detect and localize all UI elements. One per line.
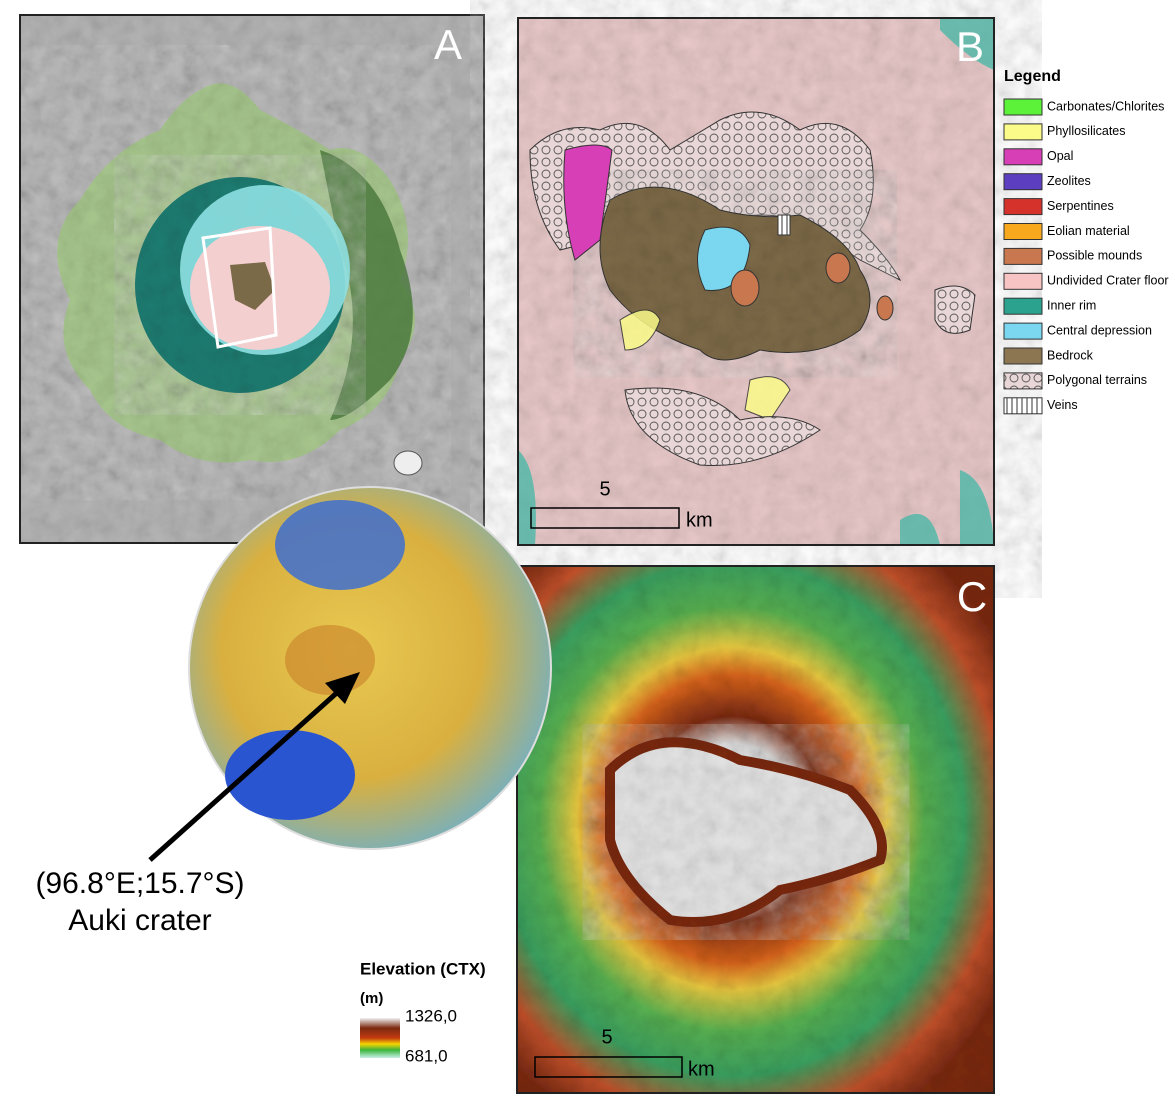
legend-label: Zeolites [1047, 174, 1091, 188]
panel-c [517, 566, 994, 1093]
legend-label: Opal [1047, 149, 1073, 163]
legend-label: Eolian material [1047, 224, 1130, 238]
legend-swatch [1003, 173, 1043, 191]
legend-label: Phyllosilicates [1047, 124, 1126, 138]
panel-label: B [956, 23, 984, 70]
legend-swatch [1003, 148, 1043, 166]
legend-label: Bedrock [1047, 348, 1094, 362]
legend-title: Legend [1004, 68, 1061, 85]
crater-name: Auki crater [68, 904, 211, 937]
legend-label: Serpentines [1047, 199, 1114, 213]
elevation-min: 681,0 [405, 1046, 448, 1065]
panel-a [20, 15, 484, 543]
legend-label: Possible mounds [1047, 249, 1142, 263]
panel-label: A [434, 21, 462, 68]
scale-unit: km [688, 1058, 715, 1080]
elevation-max: 1326,0 [405, 1006, 457, 1025]
elevation-unit: (m) [360, 990, 383, 1007]
globe [148, 486, 552, 862]
panel-b-frame [517, 17, 995, 546]
legend-label: Polygonal terrains [1047, 373, 1147, 387]
legend-label: Inner rim [1047, 298, 1096, 312]
legend-label: Undivided Crater floor [1047, 274, 1169, 288]
legend-swatch [1003, 198, 1043, 216]
legend-swatch [1003, 372, 1043, 390]
legend-swatch [1003, 223, 1043, 240]
legend-swatch [1003, 98, 1043, 116]
legend-swatch [1003, 397, 1043, 415]
legend-swatch [1003, 347, 1043, 365]
legend-label: Central depression [1047, 323, 1152, 337]
scale-value: 5 [601, 1026, 612, 1048]
panel-label: C [957, 573, 987, 620]
legend-swatch [1003, 297, 1043, 315]
legend-swatch [1003, 322, 1043, 340]
colorbar [360, 1018, 400, 1058]
legend-swatch [1003, 247, 1043, 265]
scale-unit: km [686, 509, 713, 531]
legend-label: Carbonates/Chlorites [1047, 99, 1164, 113]
panel-c-frame [516, 565, 995, 1094]
panel-b: 5 km [518, 18, 994, 545]
legend-swatch [1003, 272, 1043, 290]
coordinates: (96.8°E;15.7°S) [35, 867, 244, 900]
legend-swatch [1003, 123, 1043, 141]
elevation-title: Elevation (CTX) [360, 959, 486, 978]
legend: Legend Carbonates/Chlorites Phyllosilicat… [1003, 68, 1169, 415]
legend-label: Veins [1047, 398, 1078, 412]
scale-value: 5 [599, 478, 610, 500]
